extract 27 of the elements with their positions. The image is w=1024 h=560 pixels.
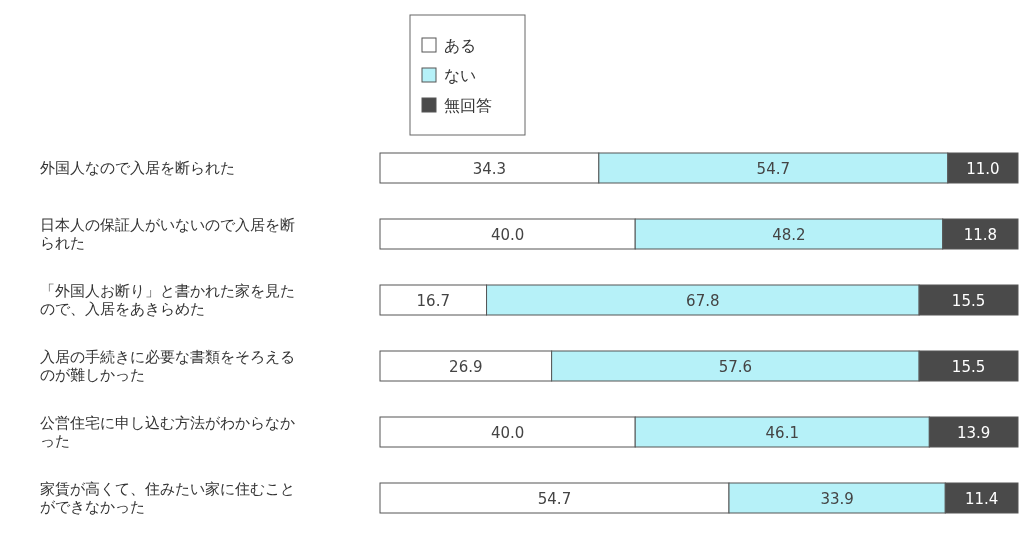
data-label: 34.3 — [472, 159, 507, 178]
data-label: 40.0 — [490, 225, 525, 244]
data-label: 40.0 — [490, 423, 525, 442]
data-label: 13.9 — [956, 423, 991, 442]
data-label: 57.6 — [718, 357, 753, 376]
data-label: 11.0 — [966, 159, 1000, 178]
data-label: 54.7 — [537, 489, 572, 508]
legend-label: ある — [444, 35, 476, 55]
data-label: 16.7 — [416, 291, 450, 310]
data-label: 33.9 — [820, 489, 854, 508]
data-label: 15.5 — [951, 291, 986, 310]
y-tick-label: 家賃が高くて、住みたい家に住むことができなかった — [40, 479, 295, 516]
y-tick-label: 日本人の保証人がいないので入居を断られた — [40, 215, 295, 252]
legend-label: 無回答 — [444, 95, 492, 115]
data-label: 26.9 — [449, 357, 483, 376]
y-tick-label: 公営住宅に申し込む方法がわからなかった — [40, 413, 295, 450]
y-tick-label: 入居の手続きに必要な書類をそろえるのが難しかった — [40, 347, 295, 384]
data-label: 67.8 — [686, 291, 720, 310]
data-label: 11.8 — [963, 225, 998, 244]
y-tick-label: 「外国人お断り」と書かれた家を見たので、入居をあきらめた — [40, 281, 295, 318]
data-label: 46.1 — [765, 423, 799, 442]
data-label: 48.2 — [772, 225, 806, 244]
legend-label: ない — [444, 65, 476, 85]
y-tick-label: 外国人なので入居を断られた — [40, 158, 235, 177]
data-label: 15.5 — [951, 357, 986, 376]
data-label: 11.4 — [964, 489, 999, 508]
data-label: 54.7 — [756, 159, 791, 178]
